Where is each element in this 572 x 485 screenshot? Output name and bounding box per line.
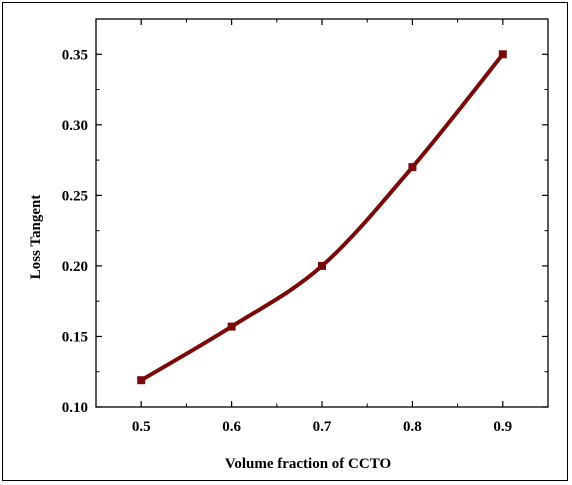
y-tick-label: 0.30	[62, 118, 88, 134]
series-line	[139, 52, 505, 383]
y-tick-label: 0.35	[62, 47, 88, 63]
chart-frame: 0.5 0.6 0.7 0.8 0.9 0.10 0.15 0.20 0.25 0.30 0.35 …	[2, 2, 568, 481]
x-axis-title: Volume fraction of CCTO	[225, 456, 391, 472]
tick-labels: 0.5 0.6 0.7 0.8 0.9 0.10 0.15 0.20 0.25 0.30 0.35	[62, 47, 512, 435]
x-tick-label: 0.8	[403, 419, 422, 435]
y-tick-label: 0.25	[62, 188, 88, 204]
plot-axes	[95, 18, 549, 408]
plot-border	[95, 18, 549, 408]
y-axis-title: Loss Tangent	[28, 195, 44, 280]
line-chart: 0.5 0.6 0.7 0.8 0.90.100.150.200.250.300.35 …	[28, 18, 549, 472]
x-tick-label: 0.9	[493, 419, 512, 435]
y-tick-label: 0.15	[62, 329, 88, 345]
data-point-marker	[227, 322, 236, 331]
data-point-marker	[318, 261, 326, 270]
y-tick-label: 0.20	[62, 259, 88, 275]
data-point-marker	[498, 50, 507, 59]
data-marks	[137, 50, 507, 385]
x-tick-label: 0.6	[222, 419, 241, 435]
x-tick-label: 0.7	[313, 419, 332, 435]
x-tick-label: 0.5	[132, 419, 151, 435]
data-point-marker	[408, 163, 417, 172]
data-point-marker	[137, 376, 146, 385]
y-tick-label: 0.10	[62, 400, 88, 416]
